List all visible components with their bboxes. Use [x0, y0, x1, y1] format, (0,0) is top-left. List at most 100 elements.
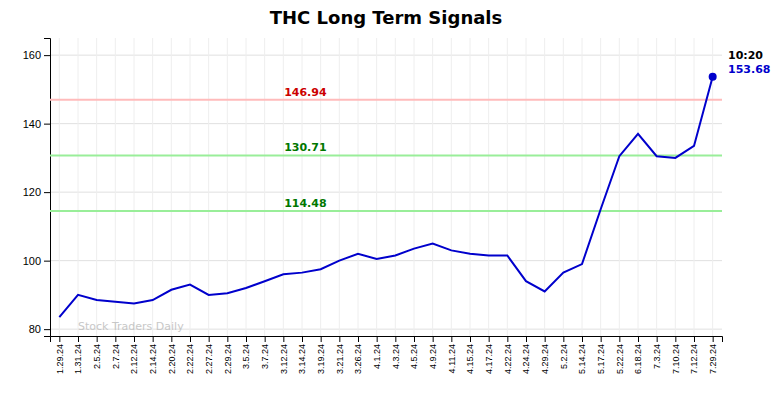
x-tick-mark	[563, 336, 564, 342]
x-tick: 2.7.24	[111, 336, 121, 369]
grid-line-x	[227, 38, 228, 336]
marks	[50, 73, 722, 317]
x-tick: 5.22.24	[615, 336, 625, 374]
grid-line-x	[376, 38, 377, 336]
x-tick: 3.7.24	[260, 336, 270, 369]
x-tick: 4.11.24	[447, 336, 457, 373]
last-annotation: 10:20	[728, 49, 763, 62]
grid-line-x	[600, 38, 601, 336]
y-tick-label: 80	[29, 323, 41, 335]
x-tick: 3.26.24	[353, 336, 363, 374]
x-tick-label: 4.22.24	[503, 344, 513, 374]
grid-line-x	[619, 38, 620, 336]
x-tick-mark	[638, 336, 639, 342]
x-tick: 4.29.24	[540, 336, 550, 374]
x-tick: 5.2.24	[559, 336, 569, 369]
x-tick: 5.17.24	[596, 336, 606, 374]
grid-line-x	[414, 38, 415, 336]
last-annotation: 153.68	[728, 63, 770, 76]
grid-line-x	[395, 38, 396, 336]
reference-line	[50, 99, 722, 101]
x-tick-mark	[190, 336, 191, 342]
x-tick-mark	[134, 336, 135, 342]
y-tick: 160	[23, 49, 50, 61]
grid-line-x	[488, 38, 489, 336]
x-tick-mark	[526, 336, 527, 342]
x-tick: 7.3.24	[652, 336, 662, 369]
x-tick-label: 2.27.24	[204, 344, 214, 374]
grid-line-x	[190, 38, 191, 336]
x-tick-mark	[283, 336, 284, 342]
chart: 801001201401601.29.241.31.242.5.242.7.24…	[0, 0, 784, 398]
y-axis: 80100120140160	[23, 39, 51, 337]
x-tick-mark	[171, 336, 172, 342]
x-tick-mark	[78, 336, 79, 342]
y-tick-mark	[44, 329, 50, 330]
grid-line-x	[134, 38, 135, 336]
grid-line-x	[675, 38, 676, 336]
x-tick: 4.15.24	[465, 336, 475, 374]
grid-line-x	[246, 38, 247, 336]
x-tick-label: 2.14.24	[148, 344, 158, 374]
x-tick-label: 2.5.24	[92, 344, 102, 369]
x-tick-mark	[489, 336, 490, 342]
x-tick-label: 4.9.24	[428, 344, 438, 369]
grid-line-x	[712, 38, 713, 336]
x-tick-mark	[246, 336, 247, 342]
grid-line-x	[208, 38, 209, 336]
x-tick-label: 7.3.24	[652, 344, 662, 369]
x-tick-mark	[209, 336, 210, 342]
grid-line-y	[50, 192, 722, 193]
x-tick-label: 1.29.24	[55, 344, 65, 374]
x-tick: 2.5.24	[92, 336, 102, 369]
grid-line-x	[694, 38, 695, 336]
x-tick: 4.9.24	[428, 336, 438, 369]
x-tick: 4.24.24	[521, 336, 531, 374]
x-tick: 1.31.24	[73, 336, 83, 374]
x-tick-label: 4.5.24	[409, 344, 419, 369]
price-line	[59, 77, 712, 317]
x-tick: 6.18.24	[633, 336, 643, 374]
y-tick: 80	[29, 323, 50, 335]
y-tick-mark	[44, 192, 50, 193]
x-tick-mark	[227, 336, 228, 342]
x-tick: 3.5.24	[241, 336, 251, 369]
x-tick-mark	[433, 336, 434, 342]
x-tick: 3.19.24	[316, 336, 326, 374]
x-tick-label: 1.31.24	[73, 344, 83, 374]
x-tick: 2.12.24	[129, 336, 139, 374]
x-tick: 3.21.24	[335, 336, 345, 374]
grid-line-x	[432, 38, 433, 336]
x-tick-label: 2.29.24	[223, 344, 233, 374]
x-tick-mark	[153, 336, 154, 342]
y-tick: 120	[23, 186, 50, 198]
x-tick: 7.12.24	[689, 336, 699, 374]
plot: 801001201401601.29.241.31.242.5.242.7.24…	[23, 38, 771, 374]
x-tick-mark	[582, 336, 583, 342]
x-tick-mark	[675, 336, 676, 342]
x-tick-mark	[395, 336, 396, 342]
x-tick-mark	[414, 336, 415, 342]
x-tick-mark	[694, 336, 695, 342]
x-tick: 3.12.24	[279, 336, 289, 374]
labels: 146.94130.71114.4810:20153.68Stock Trade…	[78, 49, 770, 333]
reference-label: 146.94	[284, 86, 327, 99]
y-tick-label: 100	[23, 255, 41, 267]
x-tick-label: 3.26.24	[353, 344, 363, 374]
x-tick-label: 3.7.24	[260, 344, 270, 369]
y-tick-label: 160	[23, 49, 41, 61]
grid-line-x	[507, 38, 508, 336]
grid-line-x	[283, 38, 284, 336]
x-tick-mark	[657, 336, 658, 342]
x-tick-mark	[59, 336, 60, 342]
x-tick-label: 3.12.24	[279, 344, 289, 374]
x-tick-label: 3.14.24	[297, 344, 307, 374]
title: THC Long Term Signals	[270, 7, 502, 28]
x-tick: 4.17.24	[484, 336, 494, 374]
grid	[50, 38, 722, 336]
x-tick-label: 2.7.24	[111, 344, 121, 369]
y-tick-label: 120	[23, 186, 41, 198]
x-tick-label: 7.10.24	[671, 344, 681, 374]
x-tick-label: 5.17.24	[596, 344, 606, 374]
x-tick-label: 4.24.24	[521, 344, 531, 374]
